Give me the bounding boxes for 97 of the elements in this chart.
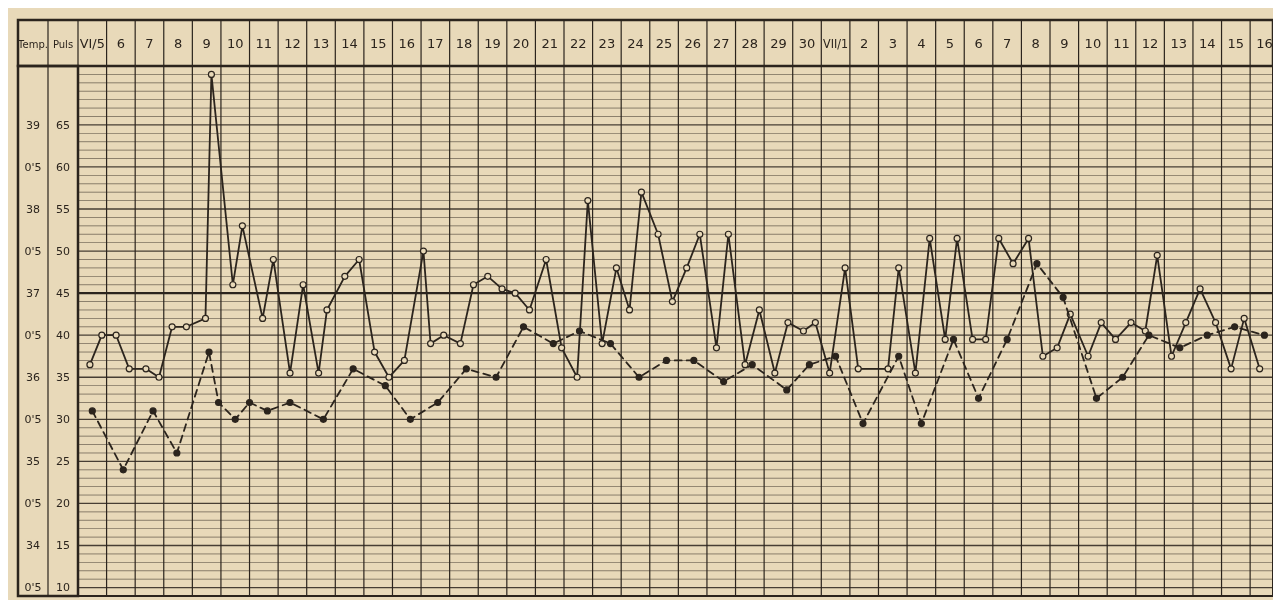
point — [635, 373, 643, 381]
y2-tick-label: 0'5 — [24, 160, 42, 174]
point — [606, 340, 615, 348]
y2-tick-label: 0'5 — [24, 581, 42, 595]
x-tick-label: 10 — [1084, 36, 1102, 51]
point — [492, 373, 500, 381]
x-tick-label: 12 — [1141, 36, 1159, 51]
x-tick-label: 30 — [798, 36, 816, 51]
x-tick-label: 10 — [226, 36, 244, 51]
x-tick-label: 15 — [1227, 36, 1245, 51]
y2-tick-label: 38 — [26, 202, 40, 216]
x-tick-label: 8 — [173, 36, 183, 51]
y-tick-label: 65 — [56, 118, 70, 132]
point — [434, 398, 442, 407]
y2-tick-label: 0'5 — [24, 244, 42, 258]
y2-tick-label: 35 — [26, 455, 40, 469]
x-tick-label: 7 — [145, 36, 154, 51]
y2-tick-label: 0'5 — [24, 497, 42, 511]
point — [1176, 344, 1184, 352]
x-tick-label: 14 — [1198, 36, 1216, 51]
point — [575, 327, 584, 335]
x-tick-label: 7 — [1002, 36, 1012, 51]
y-tick-label: 35 — [56, 371, 70, 385]
x-tick-label: 16 — [1256, 36, 1273, 51]
y2-tick-label: 0'5 — [24, 413, 42, 427]
point — [263, 407, 271, 415]
point — [917, 419, 925, 428]
x-tick-label: 20 — [512, 36, 530, 51]
point — [720, 377, 728, 386]
y-tick-label: 60 — [56, 160, 70, 174]
point — [974, 394, 983, 402]
y-axis-title: Puls — [52, 39, 74, 50]
x-tick-label: 24 — [627, 36, 644, 51]
x-tick-label: 9 — [202, 36, 211, 51]
y-tick-label: 20 — [56, 497, 70, 511]
point — [1033, 260, 1041, 268]
y2-tick-label: 36 — [26, 371, 40, 385]
y-tick-label: 10 — [56, 581, 70, 595]
x-tick-label: 29 — [770, 36, 787, 51]
point — [462, 365, 470, 373]
x-tick-label: 19 — [484, 36, 501, 51]
y2-tick-label: 0'5 — [24, 329, 42, 343]
point — [549, 340, 557, 348]
x-tick-label: 21 — [541, 36, 558, 51]
point — [805, 361, 813, 369]
y2-axis-title: Temp. — [17, 39, 48, 50]
x-tick-label: 4 — [917, 36, 926, 51]
point — [1003, 335, 1011, 344]
x-tick-label: 11 — [1113, 36, 1130, 51]
x-tick-label: 5 — [945, 36, 955, 51]
point — [519, 323, 528, 331]
point — [832, 352, 840, 360]
x-tick-label: 14 — [341, 36, 358, 51]
x-tick-label: 23 — [598, 36, 616, 51]
x-tick-label: 13 — [1170, 36, 1187, 51]
x-tick-label: 17 — [427, 36, 444, 51]
x-tick-label: VI/5 — [79, 36, 106, 51]
y-tick-label: 55 — [56, 202, 70, 216]
x-tick-label: 26 — [684, 36, 701, 51]
x-tick-label: 6 — [974, 36, 983, 51]
point — [349, 365, 357, 373]
x-tick-label: 25 — [655, 36, 673, 51]
x-tick-label: 15 — [369, 36, 387, 51]
point — [1260, 331, 1269, 339]
point — [1145, 331, 1153, 339]
x-tick-label: 13 — [312, 36, 330, 51]
y-tick-label: 15 — [56, 539, 70, 553]
point — [406, 415, 414, 423]
point — [1119, 373, 1127, 381]
x-tick-label: 2 — [860, 36, 869, 51]
x-tick-label: VII/1 — [823, 36, 853, 51]
x-tick-label: 28 — [741, 36, 759, 51]
x-tick-label: 12 — [284, 36, 301, 51]
point — [748, 361, 756, 369]
point — [662, 356, 671, 365]
y-tick-label: 45 — [56, 286, 70, 300]
x-tick-label: 11 — [255, 36, 273, 51]
x-tick-label: 18 — [455, 36, 473, 51]
x-tick-label: 3 — [888, 36, 897, 51]
x-tick-label: 9 — [1060, 36, 1069, 51]
x-tick-label: 8 — [1031, 36, 1040, 51]
point — [1231, 323, 1239, 331]
x-tick-label: 22 — [570, 36, 587, 51]
y-tick-label: 25 — [56, 455, 70, 469]
y2-tick-label: 37 — [26, 286, 40, 300]
point — [690, 356, 698, 365]
y2-tick-label: 34 — [26, 539, 40, 553]
x-tick-label: 27 — [712, 36, 730, 51]
x-tick-label: 16 — [398, 36, 416, 51]
x-tick-label: 6 — [116, 36, 126, 51]
point — [1203, 331, 1211, 339]
point — [319, 415, 327, 423]
y-tick-label: 30 — [56, 413, 70, 427]
y-tick-label: 40 — [56, 329, 70, 343]
point — [1059, 293, 1067, 301]
y2-tick-label: 39 — [26, 118, 40, 132]
y-tick-label: 50 — [56, 244, 70, 258]
